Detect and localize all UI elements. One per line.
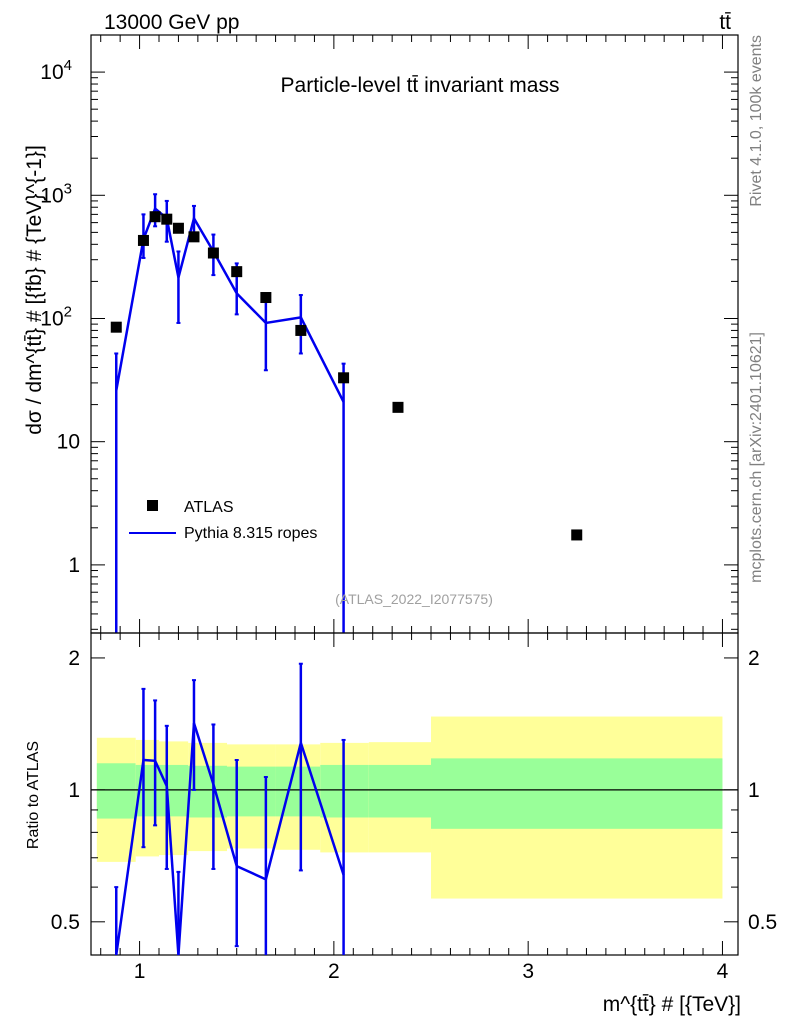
ratio-y-tick-label-right: 2 bbox=[748, 647, 760, 670]
x-axis-label: m^{tt̄} # [{TeV}] bbox=[603, 993, 741, 1016]
ratio-band-inner bbox=[275, 766, 321, 817]
main-frame bbox=[90, 34, 739, 634]
legend-pythia-label: Pythia 8.315 ropes bbox=[184, 525, 317, 542]
legend-atlas-marker bbox=[147, 500, 158, 511]
rivet-version-label: Rivet 4.1.0, 100k events bbox=[748, 35, 765, 207]
atlas-data-point bbox=[161, 213, 173, 225]
atlas-data-point bbox=[172, 222, 184, 234]
atlas-data-point bbox=[231, 266, 243, 278]
ratio-band-inner bbox=[227, 766, 276, 817]
ratio-y-tick-label-left: 2 bbox=[68, 647, 80, 670]
ratio-band-inner bbox=[96, 763, 136, 819]
ratio-y-tick-label-left: 1 bbox=[68, 779, 80, 802]
ratio-panel: 1 2 3 4 0.5 0.5 1 1 2 2 bbox=[51, 632, 777, 983]
ratio-y-axis-label: Ratio to ATLAS bbox=[25, 741, 42, 849]
ratio-y-tick-label-left: 0.5 bbox=[51, 911, 80, 934]
atlas-data-point bbox=[149, 211, 161, 223]
legend-atlas-label: ATLAS bbox=[184, 499, 234, 516]
main-y-tick-label: 104 bbox=[40, 57, 72, 84]
ratio-y-tick-label-right: 1 bbox=[748, 779, 760, 802]
ratio-series-line bbox=[115, 722, 345, 956]
atlas-data-point bbox=[571, 529, 583, 541]
mc-series-line bbox=[115, 206, 345, 403]
atlas-data-point bbox=[260, 292, 272, 304]
process-label: tt̄ bbox=[719, 11, 731, 34]
x-tick-label: 4 bbox=[717, 960, 729, 983]
analysis-id: (ATLAS_2022_I2077575) bbox=[335, 591, 493, 607]
x-tick-label: 3 bbox=[522, 960, 534, 983]
atlas-data-point bbox=[110, 321, 122, 333]
atlas-data-point bbox=[392, 401, 404, 413]
atlas-data-point bbox=[207, 247, 219, 259]
ratio-band-inner bbox=[368, 764, 432, 818]
atlas-data-point bbox=[137, 234, 149, 246]
main-y-axis-label: dσ / dm^{tt̄} # [{fb} # {TeV}^{-1}] bbox=[23, 145, 46, 435]
ratio-y-tick-label-right: 0.5 bbox=[748, 911, 777, 934]
ratio-frame bbox=[90, 632, 739, 956]
atlas-data-point bbox=[188, 231, 200, 243]
ratio-band-inner bbox=[431, 758, 723, 829]
chart-title: Particle-level tt̄ invariant mass bbox=[281, 74, 560, 97]
mcplots-label: mcplots.cern.ch [arXiv:2401.10621] bbox=[748, 332, 765, 583]
atlas-data-point bbox=[295, 324, 307, 336]
x-tick-label: 1 bbox=[134, 960, 146, 983]
ratio-band-inner bbox=[159, 764, 189, 817]
main-y-tick-label: 1 bbox=[68, 554, 80, 577]
main-y-tick-label: 10 bbox=[57, 431, 80, 454]
energy-label: 13000 GeV pp bbox=[104, 11, 239, 34]
x-tick-label: 2 bbox=[328, 960, 340, 983]
atlas-data-point bbox=[338, 372, 350, 384]
